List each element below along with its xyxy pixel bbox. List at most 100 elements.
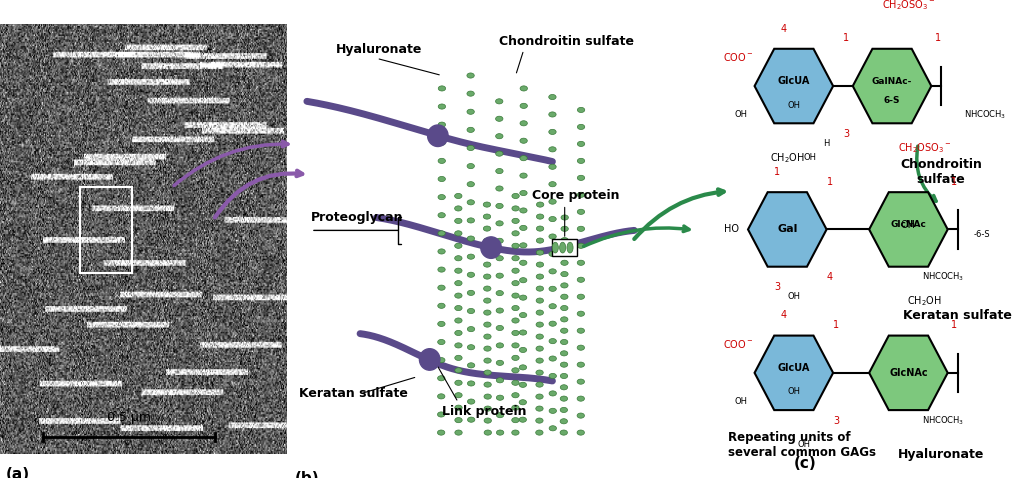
Text: 1: 1 (843, 33, 849, 43)
Ellipse shape (495, 116, 503, 121)
Text: OH: OH (788, 292, 800, 301)
Text: (c): (c) (794, 456, 816, 471)
Ellipse shape (548, 130, 557, 134)
Ellipse shape (468, 417, 475, 422)
Ellipse shape (484, 286, 491, 291)
Ellipse shape (495, 99, 503, 104)
Ellipse shape (536, 298, 543, 303)
Ellipse shape (536, 262, 543, 267)
Ellipse shape (536, 238, 543, 243)
Text: (b): (b) (295, 471, 319, 478)
Ellipse shape (561, 317, 568, 322)
Ellipse shape (577, 226, 584, 231)
Ellipse shape (438, 122, 446, 127)
Ellipse shape (438, 394, 445, 399)
Circle shape (481, 237, 501, 258)
Ellipse shape (496, 273, 503, 278)
Ellipse shape (561, 215, 569, 220)
Ellipse shape (496, 291, 503, 296)
Ellipse shape (468, 308, 475, 314)
Ellipse shape (455, 405, 462, 410)
Ellipse shape (536, 346, 543, 351)
Ellipse shape (496, 395, 503, 400)
Ellipse shape (520, 313, 527, 318)
Text: NHCOCH$_3$: NHCOCH$_3$ (964, 109, 1007, 121)
Ellipse shape (561, 339, 568, 345)
Ellipse shape (561, 283, 568, 288)
Ellipse shape (468, 236, 475, 241)
Ellipse shape (496, 168, 503, 174)
Text: GlcNAc: GlcNAc (889, 368, 928, 378)
Ellipse shape (549, 217, 557, 222)
Ellipse shape (512, 305, 520, 311)
Ellipse shape (577, 158, 585, 163)
Ellipse shape (561, 305, 568, 311)
Ellipse shape (561, 362, 568, 367)
Ellipse shape (455, 355, 462, 360)
Ellipse shape (561, 238, 569, 243)
Ellipse shape (512, 218, 520, 224)
Ellipse shape (512, 418, 519, 423)
Ellipse shape (484, 262, 491, 267)
Ellipse shape (496, 360, 503, 366)
Ellipse shape (496, 203, 503, 208)
Ellipse shape (519, 400, 527, 405)
Ellipse shape (512, 293, 520, 298)
Text: GlcUA: GlcUA (777, 76, 810, 86)
Ellipse shape (512, 194, 520, 198)
Ellipse shape (454, 243, 462, 249)
Ellipse shape (549, 356, 557, 361)
Ellipse shape (549, 338, 557, 344)
Ellipse shape (536, 322, 543, 327)
Ellipse shape (512, 380, 519, 385)
Ellipse shape (536, 274, 543, 279)
Ellipse shape (520, 121, 527, 126)
Ellipse shape (484, 430, 491, 435)
Ellipse shape (549, 373, 557, 379)
Ellipse shape (495, 134, 503, 139)
Text: (a): (a) (6, 467, 30, 478)
Ellipse shape (455, 330, 462, 336)
Ellipse shape (512, 368, 519, 373)
Ellipse shape (466, 91, 475, 96)
Ellipse shape (512, 231, 520, 236)
Text: 1: 1 (834, 320, 840, 330)
Ellipse shape (577, 243, 584, 249)
Text: 3: 3 (774, 282, 781, 292)
Ellipse shape (577, 294, 584, 299)
Text: OH: OH (735, 110, 748, 119)
Ellipse shape (520, 278, 527, 283)
Text: GlcNAc: GlcNAc (890, 220, 927, 229)
Ellipse shape (560, 242, 566, 253)
Ellipse shape (454, 293, 462, 298)
Ellipse shape (536, 334, 543, 339)
Ellipse shape (438, 158, 445, 163)
Text: Link protein: Link protein (442, 404, 527, 418)
Ellipse shape (454, 305, 462, 311)
Ellipse shape (468, 200, 475, 205)
Ellipse shape (520, 243, 527, 248)
Ellipse shape (561, 396, 568, 401)
Ellipse shape (561, 385, 568, 390)
Ellipse shape (484, 250, 491, 255)
Ellipse shape (536, 382, 543, 387)
Ellipse shape (438, 213, 445, 218)
Ellipse shape (561, 272, 568, 277)
Ellipse shape (549, 234, 557, 239)
Text: HO: HO (724, 225, 740, 234)
Ellipse shape (496, 238, 503, 243)
Text: CH$_2$OSO$_3$$^-$: CH$_2$OSO$_3$$^-$ (882, 0, 935, 11)
Ellipse shape (454, 218, 462, 224)
Ellipse shape (468, 363, 475, 368)
Ellipse shape (536, 226, 544, 231)
Ellipse shape (438, 231, 445, 236)
Ellipse shape (496, 430, 503, 435)
Ellipse shape (520, 155, 527, 161)
Ellipse shape (520, 138, 527, 143)
Ellipse shape (561, 260, 568, 265)
Text: H: H (824, 139, 830, 148)
Ellipse shape (577, 430, 584, 435)
Text: GalNAc-: GalNAc- (872, 77, 913, 86)
Ellipse shape (484, 418, 491, 423)
Ellipse shape (496, 326, 503, 331)
